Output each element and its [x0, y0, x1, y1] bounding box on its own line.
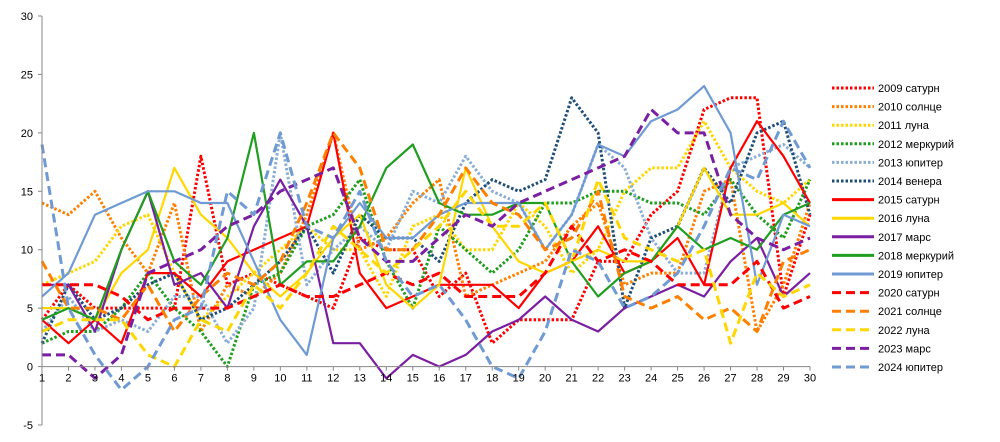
legend-label-16: 2024 юпитер	[878, 362, 943, 374]
series-line-14	[41, 178, 811, 369]
x-tick-label: 4	[118, 373, 124, 385]
legend-label-9: 2017 марс	[878, 232, 931, 244]
x-tick-label: 3	[92, 373, 98, 385]
x-tick-label: 10	[274, 373, 286, 385]
series-line-11	[41, 84, 811, 356]
series-line-5	[40, 131, 811, 345]
x-tick-label: 29	[777, 373, 789, 385]
x-tick-label: 6	[171, 373, 177, 385]
y-tick-label: 10	[21, 245, 33, 257]
x-tick-label: 23	[618, 373, 630, 385]
x-tick-label: 12	[327, 373, 339, 385]
legend-label-2: 2010 солнце	[878, 102, 942, 114]
y-tick-label: 15	[21, 186, 33, 198]
x-tick-label: 28	[751, 373, 763, 385]
series-line-13	[40, 131, 811, 333]
series-line-10	[41, 131, 811, 321]
x-tick-label: 11	[301, 373, 312, 385]
x-tick-label: 24	[645, 373, 657, 385]
legend-label-14: 2022 луна	[878, 325, 931, 337]
x-tick-label: 21	[566, 373, 578, 385]
series-line-15	[42, 108, 811, 380]
x-tick-label: 15	[407, 373, 419, 385]
legend-label-11: 2019 юпитер	[878, 269, 943, 281]
x-tick-label: 20	[539, 373, 551, 385]
x-tick-label: 14	[380, 373, 392, 385]
x-tick-label: 2	[65, 373, 71, 385]
y-tick-label: -5	[23, 420, 33, 432]
series-line-3	[41, 119, 811, 322]
x-tick-label: 18	[486, 373, 498, 385]
x-tick-label: 5	[145, 373, 151, 385]
series-line-9	[42, 178, 811, 380]
y-tick-label: 25	[21, 69, 33, 81]
series-line-2	[41, 131, 812, 333]
y-tick-label: 20	[21, 128, 33, 140]
legend-label-4: 2012 меркурий	[878, 139, 954, 151]
x-tick-label: 7	[198, 373, 204, 385]
legend-label-1: 2009 сатурн	[878, 83, 940, 95]
legend-label-12: 2020 сатурн	[878, 288, 940, 300]
series-line-8	[42, 166, 811, 321]
x-tick-label: 19	[513, 373, 525, 385]
x-tick-label: 8	[224, 373, 230, 385]
x-tick-label: 16	[433, 373, 445, 385]
series-line-12	[42, 224, 811, 322]
y-tick-label: 5	[27, 303, 33, 315]
x-tick-label: 25	[671, 373, 683, 385]
y-tick-label: 0	[27, 362, 33, 374]
x-tick-label: 27	[724, 373, 736, 385]
legend-label-10: 2018 меркурий	[878, 250, 954, 262]
series-line-1	[40, 96, 812, 345]
x-tick-label: 30	[804, 373, 816, 385]
x-tick-label: 17	[460, 373, 472, 385]
legend-label-6: 2014 венера	[878, 176, 943, 188]
x-tick-label: 9	[251, 373, 257, 385]
legend: 2009 сатурн 2010 солнце 2011 луна 2012 мерк…	[832, 83, 954, 374]
legend-label-3: 2011 луна	[878, 120, 930, 132]
legend-label-5: 2013 юпитер	[878, 157, 943, 169]
x-tick-label: 13	[354, 373, 366, 385]
y-tick-label: 30	[21, 11, 33, 23]
plot-lines	[40, 84, 812, 392]
legend-label-7: 2015 сатурн	[878, 195, 940, 207]
x-tick-label: 26	[698, 373, 710, 385]
legend-label-15: 2023 марс	[878, 343, 931, 355]
x-tick-label: 1	[39, 373, 45, 385]
x-tick-label: 22	[592, 373, 604, 385]
series-line-16	[40, 119, 812, 392]
legend-label-13: 2021 солнце	[878, 306, 942, 318]
legend-label-8: 2016 луна	[878, 213, 931, 225]
